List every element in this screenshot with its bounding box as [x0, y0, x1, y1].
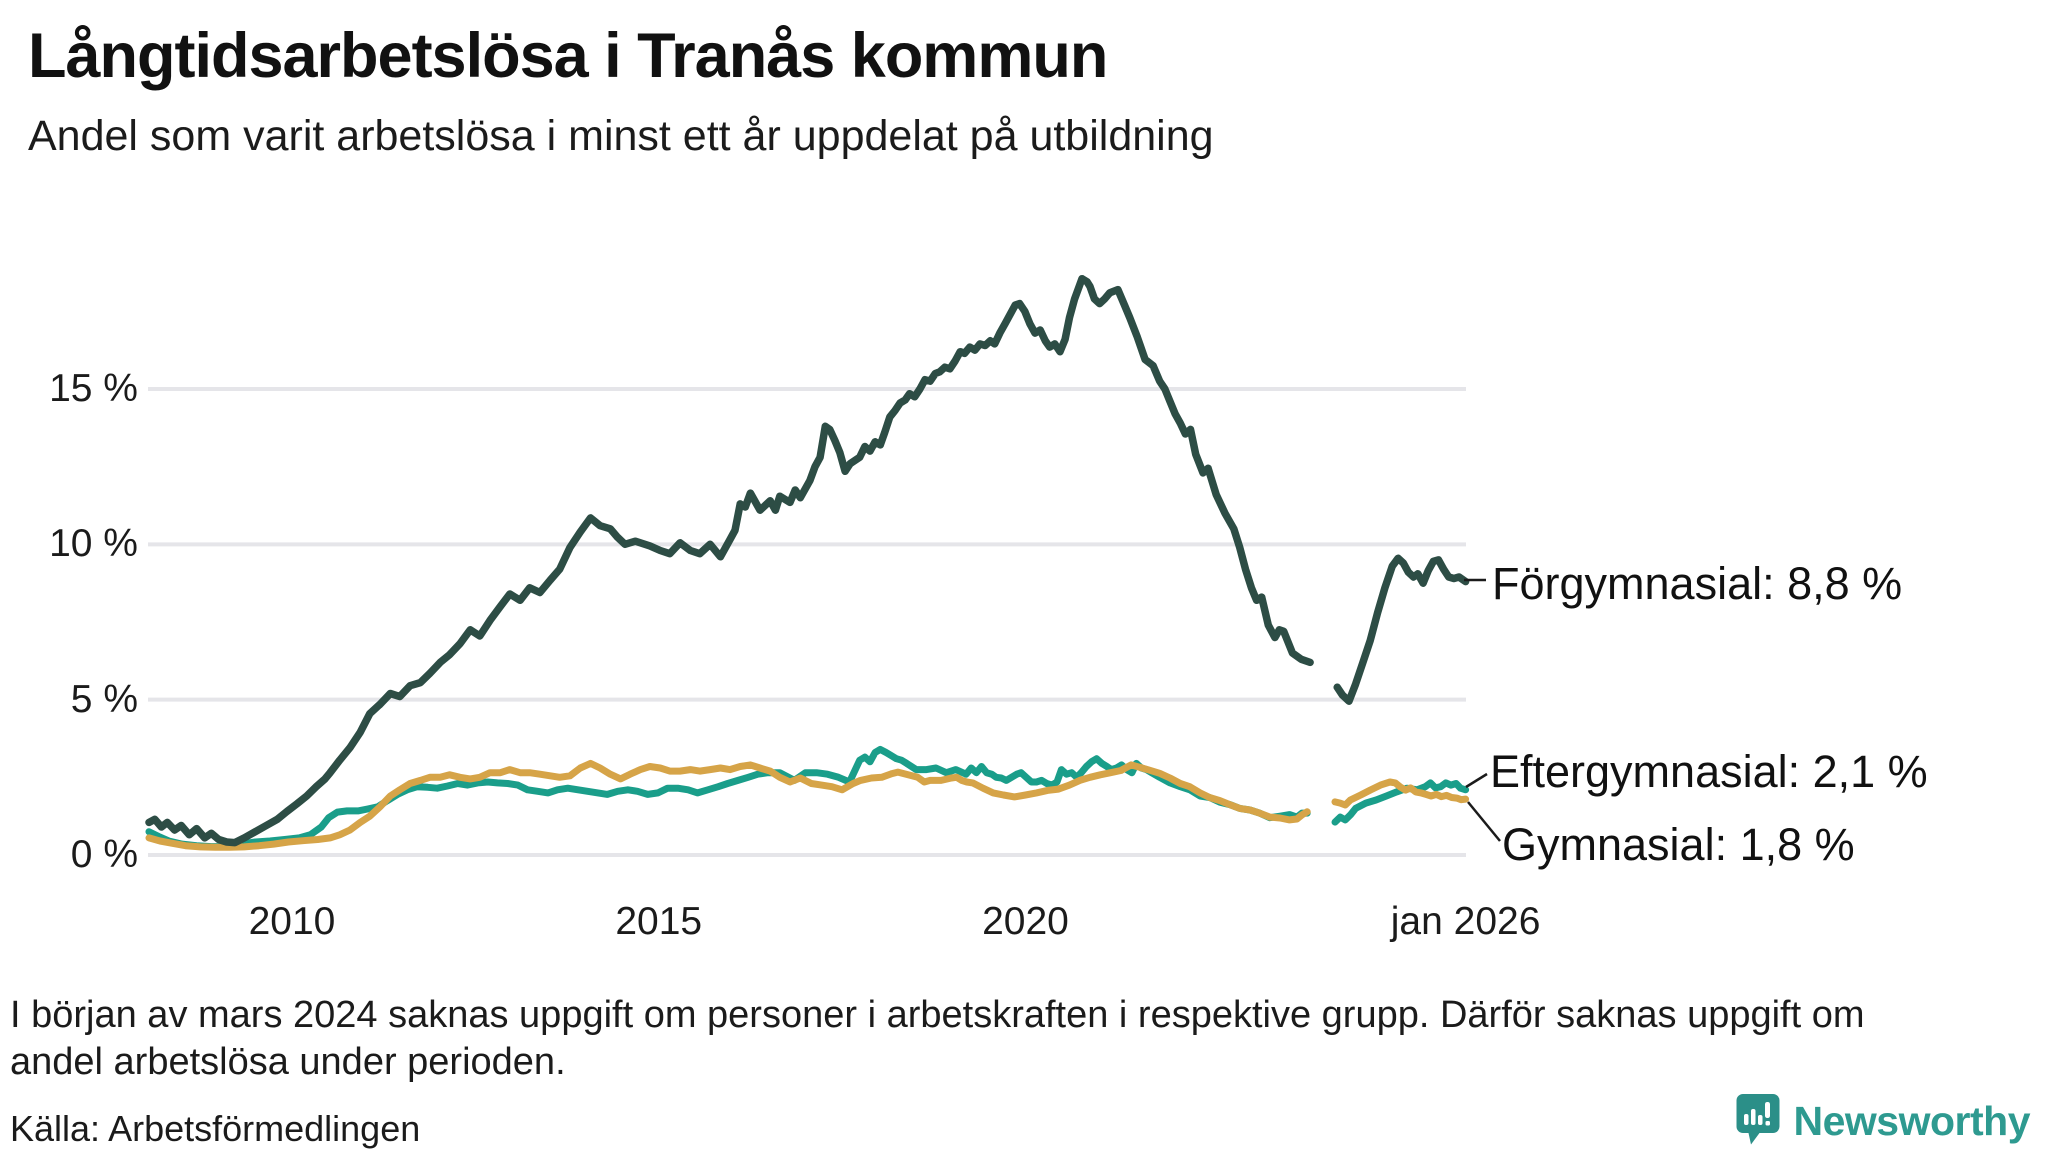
y-tick-label-15: 15 % — [49, 366, 138, 410]
y-tick-label-0: 0 % — [70, 833, 138, 876]
series-line-forgymnasial-seg2 — [1333, 554, 1470, 705]
page-title: Långtidsarbetslösa i Tranås kommun — [28, 21, 1108, 91]
newsworthy-logo: Newsworthy — [1736, 1092, 2031, 1151]
x-tick-label-2015: 2015 — [615, 900, 703, 943]
y-tick-label-10: 10 % — [49, 522, 138, 566]
x-tick-label-2010: 2010 — [248, 900, 336, 943]
series-end-label-eftergymnasial: Eftergymnasial: 2,1 % — [1490, 746, 1928, 797]
source-attribution: Källa: Arbetsförmedlingen — [10, 1108, 421, 1149]
newsworthy-logo-text: Newsworthy — [1793, 1098, 2031, 1144]
footnote-line-2: andel arbetslösa under perioden. — [10, 1041, 566, 1083]
label-connector-eftergymnasial — [1465, 772, 1488, 789]
footnote-line-1: I början av mars 2024 saknas uppgift om … — [10, 994, 1865, 1036]
connector-layer — [1464, 578, 1501, 842]
series-line-gymnasial-seg2 — [1331, 778, 1470, 809]
x-tick-label-2020: 2020 — [982, 900, 1069, 943]
series-end-label-forgymnasial: Förgymnasial: 8,8 % — [1492, 558, 1903, 609]
label-connector-gymnasial — [1467, 801, 1501, 842]
y-tick-label-5: 5 % — [70, 677, 138, 721]
series-layer — [145, 274, 1470, 851]
series-line-forgymnasial-seg1 — [145, 274, 1314, 847]
gridline-layer — [148, 386, 1466, 857]
newsworthy-logo-icon — [1736, 1092, 1780, 1151]
series-line-gymnasial-seg1 — [145, 759, 1311, 851]
x-tick-label-2026: jan 2026 — [1390, 900, 1541, 943]
series-end-label-gymnasial: Gymnasial: 1,8 % — [1502, 819, 1855, 870]
chart-subtitle: Andel som varit arbetslösa i minst ett å… — [28, 112, 1214, 160]
